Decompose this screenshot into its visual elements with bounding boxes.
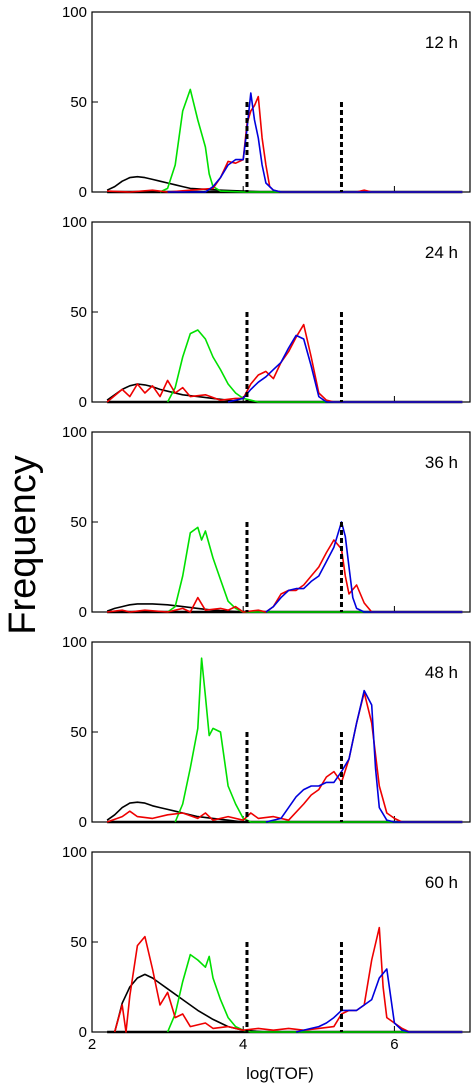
series-line-blue: [167, 92, 463, 193]
panel-time-label: 60 h: [425, 873, 458, 892]
series-line-red: [106, 323, 463, 403]
x-tick-label: 4: [239, 1036, 247, 1053]
y-tick-label: 100: [62, 4, 87, 21]
panel-time-label: 48 h: [425, 663, 458, 682]
plot-frame: [91, 641, 471, 823]
panel-4: 0 50 100 48 h: [62, 634, 471, 831]
y-tick-label: 50: [70, 304, 87, 321]
series-line-black: [106, 175, 463, 193]
plot-frame: [91, 431, 471, 613]
panel-time-label: 36 h: [425, 453, 458, 472]
y-tick-label: 100: [62, 424, 87, 441]
series-line-blue: [227, 334, 463, 403]
y-tick-label: 0: [79, 1024, 87, 1041]
y-tick-label: 50: [70, 724, 87, 741]
panel-5: 0 50 100 2 4 6 60 h: [62, 844, 471, 1053]
y-tick-label: 50: [70, 514, 87, 531]
x-axis-title: log(TOF): [246, 1064, 314, 1083]
series-line-green: [174, 657, 463, 823]
y-tick-label: 0: [79, 394, 87, 411]
plot-frame: [91, 851, 471, 1033]
series-line-green: [167, 526, 463, 613]
y-tick-label: 100: [62, 634, 87, 651]
panel-1: 0 50 100 12 h: [62, 4, 471, 201]
series-line-blue: [295, 968, 463, 1033]
panel-group: 0 50 100 12 h 0 50 100 24 h 0 50 100 36 h 0 50 100 48 h…: [62, 4, 471, 1053]
x-tick-label: 6: [390, 1036, 398, 1053]
series-line-green: [159, 88, 463, 193]
series-line-black: [106, 603, 463, 613]
series-line-blue: [265, 689, 463, 823]
series-line-red: [106, 691, 463, 823]
panel-3: 0 50 100 36 h: [62, 424, 471, 621]
y-tick-label: 100: [62, 214, 87, 231]
panel-time-label: 24 h: [425, 243, 458, 262]
x-tick-label: 2: [88, 1036, 96, 1053]
panel-2: 0 50 100 24 h: [62, 214, 471, 411]
panel-time-label: 12 h: [425, 33, 458, 52]
y-tick-label: 50: [70, 94, 87, 111]
y-tick-label: 100: [62, 844, 87, 861]
y-tick-label: 0: [79, 814, 87, 831]
plot-frame: [91, 221, 471, 403]
series-line-blue: [265, 521, 463, 613]
plot-frame: [91, 11, 471, 193]
series-line-green: [166, 329, 463, 403]
y-tick-label: 0: [79, 604, 87, 621]
y-tick-label: 50: [70, 934, 87, 951]
y-axis-title: Frequency: [2, 455, 44, 635]
series-line-red: [113, 926, 463, 1033]
y-tick-label: 0: [79, 184, 87, 201]
series-line-black: [106, 801, 463, 823]
